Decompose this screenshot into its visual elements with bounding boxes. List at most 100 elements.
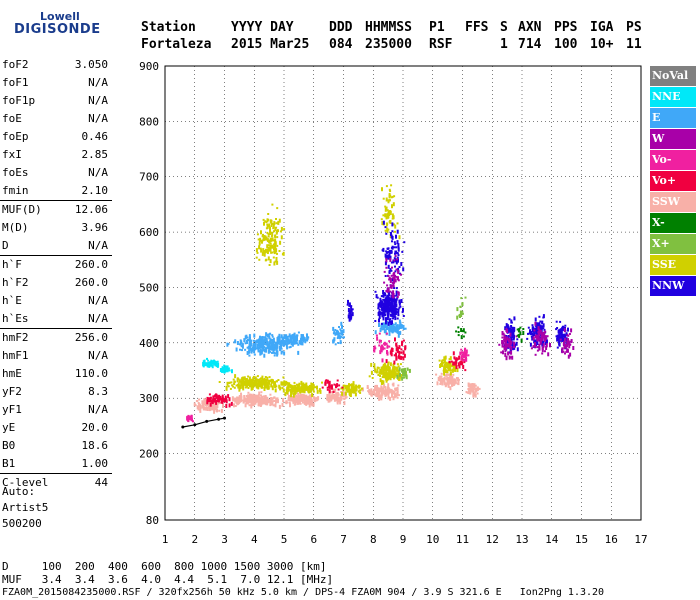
echo-point xyxy=(312,384,315,389)
echo-point xyxy=(304,401,307,403)
echo-point xyxy=(458,378,460,381)
echo-point xyxy=(271,334,274,337)
echo-point xyxy=(519,331,522,336)
param-row: B1 1.00 xyxy=(0,455,112,473)
echo-point xyxy=(267,333,269,338)
echo-point xyxy=(248,343,251,345)
echo-point xyxy=(269,226,271,231)
echo-point xyxy=(395,303,398,308)
echo-point xyxy=(265,341,268,346)
echo-point xyxy=(301,385,304,390)
echo-point xyxy=(347,299,349,304)
echo-point xyxy=(205,362,208,367)
param-value: N/A xyxy=(88,239,108,252)
echo-point xyxy=(404,346,407,351)
param-row: yE 20.0 xyxy=(0,419,112,437)
echo-point xyxy=(402,267,405,272)
echo-point xyxy=(402,339,405,342)
echo-point xyxy=(390,284,393,289)
echo-point xyxy=(379,299,382,304)
echo-point xyxy=(389,307,392,312)
echo-point xyxy=(341,336,344,339)
echo-point xyxy=(542,314,545,319)
echo-point xyxy=(538,315,541,318)
echo-point xyxy=(236,378,239,383)
echo-point xyxy=(399,321,402,326)
echo-point xyxy=(471,390,474,393)
param-row: B0 18.6 xyxy=(0,437,112,455)
echo-point xyxy=(361,387,363,390)
echo-point xyxy=(382,370,385,375)
echo-point xyxy=(265,332,268,337)
echo-point xyxy=(290,386,293,391)
param-row: fxI 2.85 xyxy=(0,146,112,164)
echo-point xyxy=(246,381,249,384)
echo-point xyxy=(448,358,451,361)
echo-point xyxy=(257,381,260,384)
echo-point xyxy=(233,383,236,385)
x-tick-label: 16 xyxy=(605,533,618,546)
legend-item: X+ xyxy=(650,234,696,254)
echo-point xyxy=(220,398,223,403)
footer-muf-line: MUF 3.4 3.4 3.6 4.0 4.4 5.1 7.0 12.1 [MH… xyxy=(2,573,334,586)
echo-point xyxy=(261,235,264,238)
echo-point xyxy=(390,184,393,187)
echo-point xyxy=(238,380,241,383)
echo-point xyxy=(510,328,513,331)
echo-point xyxy=(373,391,376,394)
echo-point xyxy=(249,344,252,349)
echo-point xyxy=(389,389,392,392)
echo-point xyxy=(275,231,278,234)
echo-point xyxy=(460,313,463,317)
echo-point xyxy=(252,347,255,350)
echo-point xyxy=(281,338,284,343)
echo-point xyxy=(220,368,222,371)
echo-point xyxy=(291,342,294,347)
echo-point xyxy=(394,323,397,326)
param-name: B1 xyxy=(2,457,16,470)
echo-point xyxy=(385,296,388,299)
echo-point xyxy=(250,402,253,407)
echo-point xyxy=(210,364,213,367)
echo-point xyxy=(387,361,390,364)
echo-point xyxy=(449,377,452,382)
echo-point xyxy=(461,351,464,354)
echo-point xyxy=(518,328,521,332)
echo-point xyxy=(545,343,548,348)
echo-point xyxy=(272,344,275,349)
param-name: h`F xyxy=(2,258,22,271)
echo-point xyxy=(248,354,251,357)
echo-point xyxy=(563,345,566,350)
echo-point xyxy=(457,331,460,333)
echo-point xyxy=(400,351,403,354)
echo-point xyxy=(298,382,301,387)
echo-point xyxy=(386,311,389,316)
echo-point xyxy=(382,367,385,372)
y-tick-label: 900 xyxy=(139,60,159,73)
echo-point xyxy=(202,362,205,367)
echo-point xyxy=(277,338,280,343)
echo-point xyxy=(399,330,402,335)
echo-point xyxy=(446,377,449,380)
echo-point xyxy=(260,377,262,380)
echo-point xyxy=(269,340,272,345)
echo-point xyxy=(440,372,443,375)
echo-point xyxy=(395,343,398,346)
echo-point xyxy=(199,405,202,410)
echo-point xyxy=(265,402,268,405)
param-row: h`F2 260.0 xyxy=(0,274,112,292)
echo-point xyxy=(384,323,387,328)
echo-point xyxy=(384,213,387,216)
param-name: yF2 xyxy=(2,385,22,398)
echo-point xyxy=(507,325,510,330)
echo-point xyxy=(289,403,291,408)
echo-point xyxy=(395,356,398,360)
echo-point xyxy=(330,394,333,399)
echo-point xyxy=(398,394,400,397)
echo-point xyxy=(505,356,508,361)
param-name: hmE xyxy=(2,367,22,380)
echo-point xyxy=(380,339,382,342)
echo-point xyxy=(208,363,211,368)
echo-point xyxy=(378,332,381,335)
echo-point xyxy=(399,324,402,329)
